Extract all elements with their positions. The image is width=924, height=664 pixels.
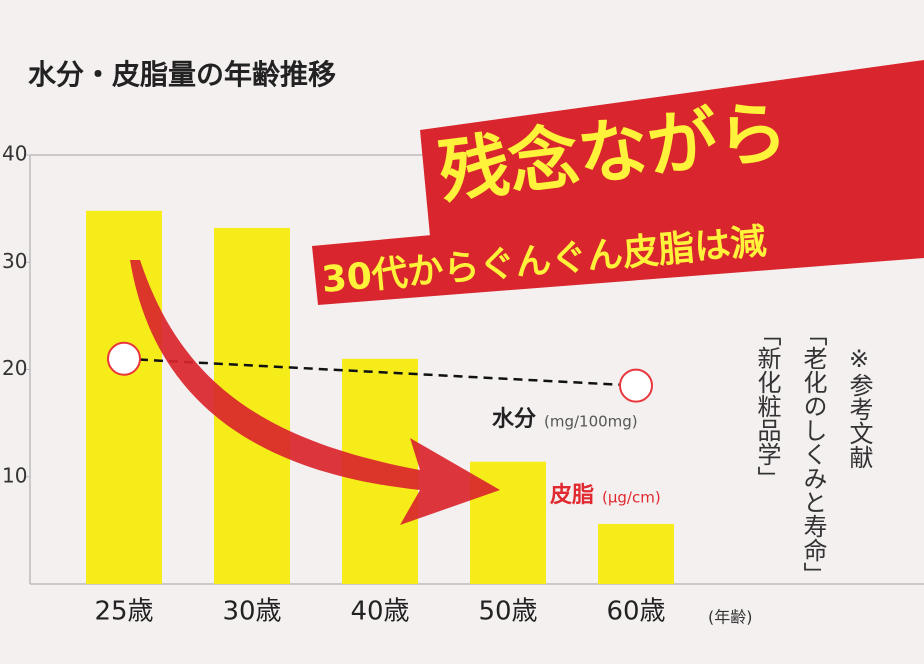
x-tick-label: 25歳 <box>94 597 153 627</box>
y-tick-label: 20 <box>2 356 27 380</box>
reference-text: ※参考文献 <box>845 345 873 469</box>
reference-text: 「老化のしくみと寿命」 <box>799 322 827 586</box>
legend-unit: (mg/100mg) <box>544 413 638 431</box>
marker <box>107 341 141 376</box>
x-tick-label: 30歳 <box>222 597 281 627</box>
x-tick-label: 40歳 <box>350 597 409 627</box>
legend-unit: (μg/cm) <box>602 489 661 507</box>
legend-name: 水分 <box>492 407 536 432</box>
reference-text: 「新化粧品学」 <box>753 322 781 490</box>
y-tick-label: 30 <box>2 249 27 273</box>
banner-sub-bg <box>312 190 924 305</box>
banner-bg <box>420 60 924 236</box>
x-axis-label: (年齢) <box>708 608 753 627</box>
y-tick-label: 40 <box>2 142 27 166</box>
y-tick-label: 10 <box>2 463 27 487</box>
legend-name: 皮脂 <box>550 482 594 508</box>
chart-title: 水分・皮脂量の年齢推移 <box>28 58 336 91</box>
marker <box>619 368 653 403</box>
trend-arrow <box>130 260 500 525</box>
bar <box>86 210 162 584</box>
bar <box>598 523 674 584</box>
reference: ※参考文献「老化のしくみと寿命」「新化粧品学」 <box>753 322 873 586</box>
x-tick-label: 60歳 <box>606 597 665 627</box>
x-tick-label: 50歳 <box>478 597 537 627</box>
connector <box>123 357 637 387</box>
plot: 10 20 30 40 25歳 30歳 40歳 50歳 60歳 皮脂 (μg/cm) 水分 (mg/10… <box>2 142 674 627</box>
